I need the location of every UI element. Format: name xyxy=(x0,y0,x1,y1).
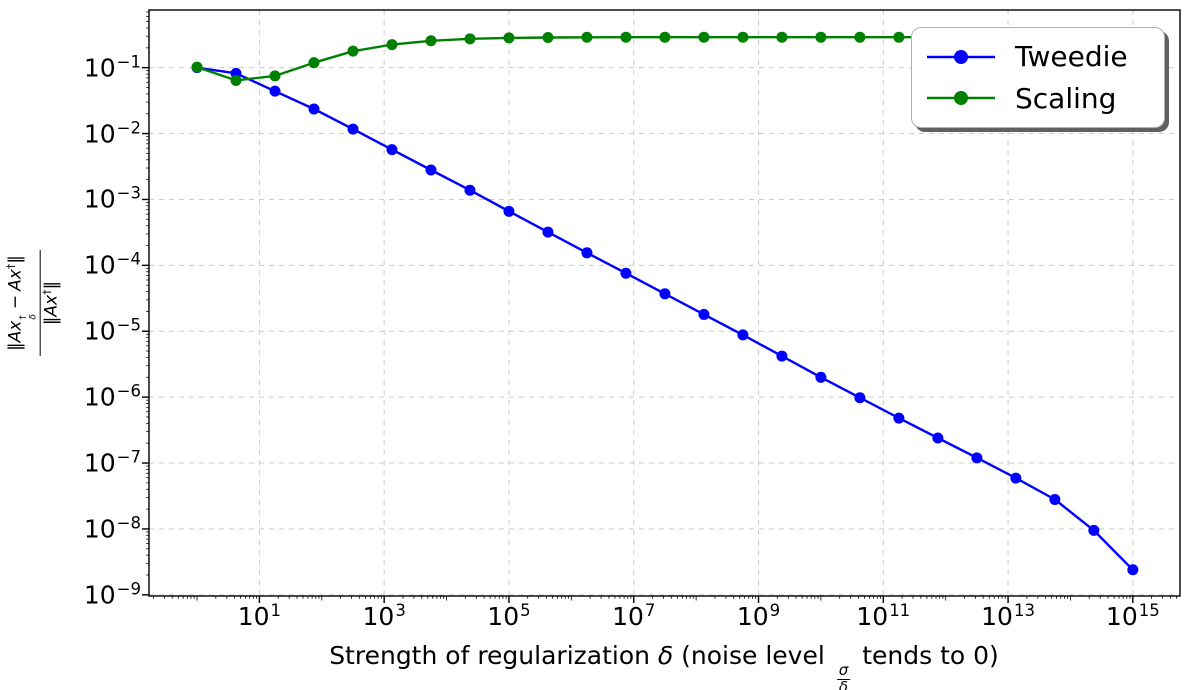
scaling-data-point-marker xyxy=(542,31,554,43)
scaling-data-point-marker xyxy=(659,31,671,43)
tweedie-data-point-marker xyxy=(659,288,671,300)
y-tick-label: 10−9 xyxy=(83,579,141,610)
scaling-data-point-marker xyxy=(308,57,320,69)
scaling-data-point-marker xyxy=(815,31,827,43)
axis-ticks xyxy=(142,11,1177,603)
tweedie-data-point-marker xyxy=(1127,564,1139,576)
legend-label-tweedie: Tweedie xyxy=(1015,40,1128,74)
y-tick-label: 10−7 xyxy=(83,447,141,478)
tweedie-line-sample xyxy=(927,49,995,64)
scaling-data-point-marker xyxy=(425,35,437,47)
y-tick-label: 10−1 xyxy=(83,52,141,83)
tweedie-data-point-marker xyxy=(542,226,554,238)
tweedie-data-point-marker xyxy=(776,350,788,362)
x-tick-label: 1011 xyxy=(856,601,911,631)
scaling-data-point-marker xyxy=(230,74,242,86)
y-fraction-denominator: ‖Ax†‖ xyxy=(40,280,62,326)
scaling-data-point-marker xyxy=(386,39,398,51)
legend-item-scaling[interactable]: Scaling xyxy=(924,82,1152,115)
tweedie-data-point-marker xyxy=(737,329,749,341)
tweedie-data-point-marker xyxy=(815,371,827,383)
y-axis-fraction: ‖Ax † δ −Ax†‖ ‖Ax†‖ xyxy=(5,250,63,356)
tweedie-series xyxy=(191,62,1139,576)
scaling-data-point-marker xyxy=(776,31,788,43)
x-tick-label: 1015 xyxy=(1105,601,1160,631)
y-tick-label: 10−6 xyxy=(83,381,141,412)
x-tick-label: 109 xyxy=(736,601,781,631)
scaling-data-point-marker xyxy=(464,33,476,45)
tweedie-data-point-marker xyxy=(854,392,866,404)
axes-spines xyxy=(148,9,1181,597)
tweedie-data-point-marker xyxy=(269,85,281,97)
tweedie-data-point-marker xyxy=(893,412,905,424)
tweedie-data-point-marker xyxy=(347,123,359,135)
tweedie-data-point-marker xyxy=(386,144,398,156)
y-tick-label: 10−8 xyxy=(83,513,141,544)
legend-item-tweedie[interactable]: Tweedie xyxy=(924,40,1152,73)
tweedie-data-point-marker xyxy=(464,184,476,196)
tweedie-data-point-marker xyxy=(1049,493,1061,505)
y-tick-label: 10−3 xyxy=(83,183,141,214)
tweedie-data-point-marker xyxy=(1010,472,1022,484)
legend[interactable]: Tweedie Scaling xyxy=(911,27,1165,128)
x-tick-label: 107 xyxy=(612,601,656,631)
scaling-data-point-marker xyxy=(698,31,710,43)
x-tick-label: 1013 xyxy=(981,601,1035,631)
x-tick-label: 105 xyxy=(487,601,531,631)
scaling-line-sample xyxy=(927,91,995,106)
scaling-data-point-marker xyxy=(269,70,281,82)
tweedie-data-point-marker xyxy=(308,103,320,115)
tweedie-data-point-marker xyxy=(1088,524,1100,536)
legend-label-scaling: Scaling xyxy=(1015,81,1117,115)
tweedie-data-point-marker xyxy=(581,247,593,259)
x-axis-label: Strength of regularization δ (noise leve… xyxy=(329,641,999,690)
scaling-data-point-marker xyxy=(191,61,203,73)
y-axis-label: ‖Ax † δ −Ax†‖ ‖Ax†‖ xyxy=(5,250,63,356)
tweedie-data-point-marker xyxy=(425,164,437,176)
tweedie-data-point-marker xyxy=(971,452,983,464)
tweedie-line xyxy=(196,66,1134,571)
scaling-data-point-marker xyxy=(893,31,905,43)
y-fraction-numerator: ‖Ax † δ −Ax†‖ xyxy=(5,250,41,356)
x-tick-label: 101 xyxy=(237,601,282,631)
y-tick-label: 10−2 xyxy=(83,118,141,149)
tweedie-data-point-marker xyxy=(503,205,515,217)
tweedie-data-point-marker xyxy=(932,432,944,444)
tweedie-data-point-marker xyxy=(698,308,710,320)
x-tick-label: 103 xyxy=(362,601,406,631)
scaling-data-point-marker xyxy=(503,32,515,44)
gridlines xyxy=(149,10,1180,596)
scaling-data-point-marker xyxy=(854,31,866,43)
scaling-data-point-marker xyxy=(737,31,749,43)
scaling-data-point-marker xyxy=(620,31,632,43)
scaling-data-point-marker xyxy=(581,31,593,43)
scaling-data-point-marker xyxy=(347,45,359,57)
tweedie-data-point-marker xyxy=(620,267,632,279)
y-tick-label: 10−4 xyxy=(83,249,141,280)
y-tick-label: 10−5 xyxy=(83,315,141,346)
